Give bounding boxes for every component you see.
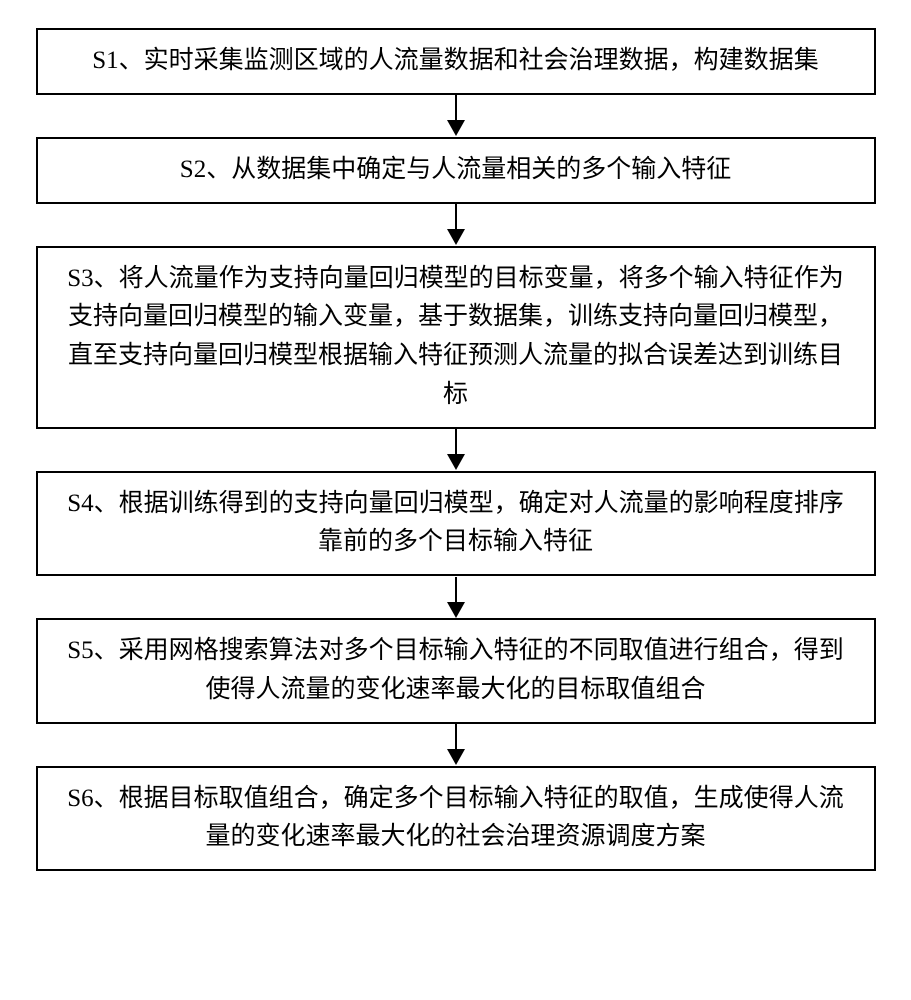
flow-node-s3: S3、将人流量作为支持向量回归模型的目标变量，将多个输入特征作为支持向量回归模型… <box>36 246 876 429</box>
flow-arrow <box>447 204 465 246</box>
flow-node-text: S3、将人流量作为支持向量回归模型的目标变量，将多个输入特征作为支持向量回归模型… <box>62 260 850 415</box>
flow-node-s2: S2、从数据集中确定与人流量相关的多个输入特征 <box>36 137 876 204</box>
flow-node-text: S4、根据训练得到的支持向量回归模型，确定对人流量的影响程度排序靠前的多个目标输… <box>62 485 850 563</box>
flow-arrow <box>447 576 465 618</box>
flow-node-s4: S4、根据训练得到的支持向量回归模型，确定对人流量的影响程度排序靠前的多个目标输… <box>36 471 876 577</box>
flow-node-s5: S5、采用网格搜索算法对多个目标输入特征的不同取值进行组合，得到使得人流量的变化… <box>36 618 876 724</box>
flow-node-text: S2、从数据集中确定与人流量相关的多个输入特征 <box>180 151 731 190</box>
flow-arrow <box>447 724 465 766</box>
flow-node-text: S5、采用网格搜索算法对多个目标输入特征的不同取值进行组合，得到使得人流量的变化… <box>62 632 850 710</box>
flow-node-text: S6、根据目标取值组合，确定多个目标输入特征的取值，生成使得人流量的变化速率最大… <box>62 780 850 858</box>
flow-node-text: S1、实时采集监测区域的人流量数据和社会治理数据，构建数据集 <box>92 42 818 81</box>
flow-node-s6: S6、根据目标取值组合，确定多个目标输入特征的取值，生成使得人流量的变化速率最大… <box>36 766 876 872</box>
flow-node-s1: S1、实时采集监测区域的人流量数据和社会治理数据，构建数据集 <box>36 28 876 95</box>
flowchart-container: S1、实时采集监测区域的人流量数据和社会治理数据，构建数据集 S2、从数据集中确… <box>0 28 911 871</box>
flow-arrow <box>447 429 465 471</box>
flow-arrow <box>447 95 465 137</box>
